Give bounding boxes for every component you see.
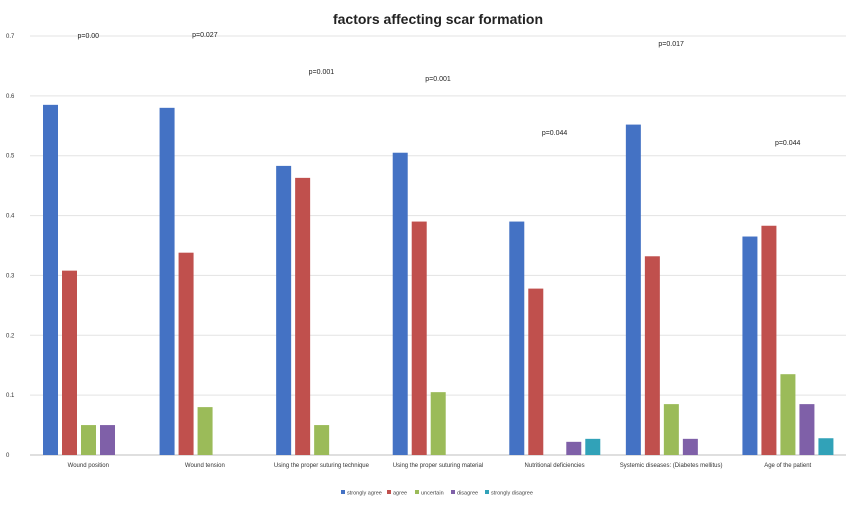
- y-tick-label: 0.7: [6, 34, 15, 40]
- bar: [276, 165, 292, 455]
- bar: [314, 425, 330, 455]
- legend-label: disagree: [457, 491, 478, 497]
- bar: [566, 441, 582, 455]
- bar: [43, 104, 58, 455]
- category-labels: Wound position Wound tension Using the pro…: [68, 463, 812, 469]
- bar: [295, 177, 311, 455]
- bar: [81, 425, 96, 455]
- chart-title: factors affecting scar formation: [333, 11, 543, 27]
- bar: [644, 256, 660, 455]
- y-tick-label: 0.4: [6, 214, 15, 220]
- category-label: Using the proper suturing technique: [274, 463, 370, 469]
- legend-swatch: [341, 490, 345, 494]
- category-label: Wound position: [68, 463, 109, 469]
- bar: [430, 392, 446, 455]
- legend-swatch: [387, 490, 391, 494]
- bar: [761, 225, 777, 455]
- legend: strongly agree agree uncertain disagree stro…: [341, 490, 533, 497]
- legend-swatch: [485, 490, 489, 494]
- category-label: Using the proper suturing material: [393, 463, 483, 469]
- y-axis-ticks: 0 0.1 0.2 0.3 0.4 0.5 0.6 0.7: [6, 34, 15, 459]
- bar: [742, 236, 758, 455]
- y-tick-label: 0.5: [6, 154, 15, 160]
- bar: [780, 374, 796, 455]
- p-value-label: p=0.044: [542, 130, 568, 137]
- y-tick-label: 0.3: [6, 273, 15, 279]
- category-label: Systemic diseases: (Diabetes mellitus): [620, 463, 723, 469]
- bar: [509, 221, 525, 455]
- category-label: Wound tension: [185, 463, 225, 469]
- bar: [799, 404, 815, 455]
- p-value-label: p=0.017: [658, 41, 684, 48]
- p-value-label: p=0.001: [425, 76, 451, 83]
- legend-swatch: [415, 490, 419, 494]
- bar: [818, 438, 834, 455]
- y-tick-label: 0: [6, 453, 10, 459]
- y-tick-label: 0.2: [6, 333, 15, 339]
- bar: [528, 288, 544, 455]
- bar: [585, 438, 601, 455]
- p-value-label: p=0.027: [192, 32, 218, 39]
- bars: [43, 104, 834, 456]
- p-value-label: p=0.001: [309, 69, 335, 76]
- category-label: Nutritional deficiencies: [525, 463, 585, 469]
- bar: [663, 404, 679, 455]
- legend-label: uncertain: [421, 491, 444, 497]
- p-value-label: p=0.00: [77, 33, 99, 40]
- y-tick-label: 0.6: [6, 94, 15, 100]
- bar: [411, 221, 427, 455]
- legend-label: strongly disagree: [491, 491, 533, 497]
- bar: [100, 425, 115, 455]
- legend-label: agree: [393, 491, 407, 497]
- bar: [682, 438, 698, 455]
- bar: [392, 152, 408, 455]
- legend-label: strongly agree: [347, 491, 382, 497]
- bar: [62, 270, 77, 455]
- category-label: Age of the patient: [764, 463, 811, 469]
- bar: [178, 252, 194, 455]
- p-value-annotations: p=0.00 p=0.027 p=0.001 p=0.001 p=0.044 p=0.01…: [77, 32, 800, 147]
- bar: [625, 124, 641, 456]
- bar: [197, 407, 213, 455]
- y-tick-label: 0.1: [6, 393, 15, 399]
- bar: [159, 107, 175, 455]
- legend-swatch: [451, 490, 455, 494]
- p-value-label: p=0.044: [775, 140, 801, 147]
